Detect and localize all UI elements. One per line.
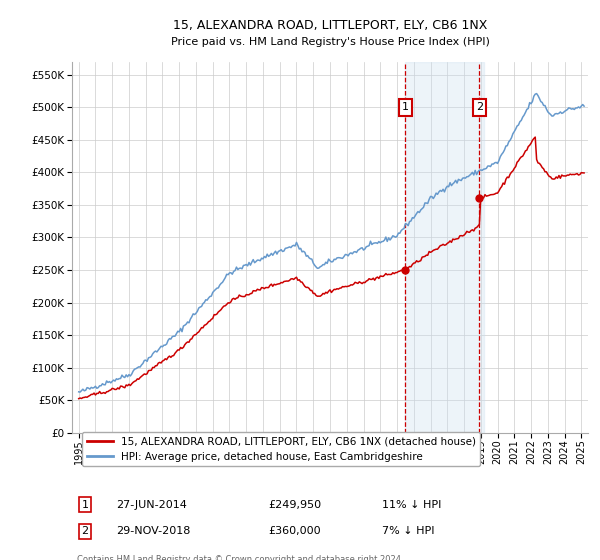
Text: £249,950: £249,950 [268, 500, 321, 510]
Text: 1: 1 [402, 102, 409, 112]
Text: 27-JUN-2014: 27-JUN-2014 [116, 500, 187, 510]
Text: 2: 2 [82, 526, 88, 536]
Text: Price paid vs. HM Land Registry's House Price Index (HPI): Price paid vs. HM Land Registry's House … [170, 37, 490, 47]
Text: 15, ALEXANDRA ROAD, LITTLEPORT, ELY, CB6 1NX: 15, ALEXANDRA ROAD, LITTLEPORT, ELY, CB6… [173, 18, 487, 32]
Text: 1: 1 [82, 500, 88, 510]
Text: 11% ↓ HPI: 11% ↓ HPI [382, 500, 441, 510]
Text: 2: 2 [476, 102, 483, 112]
Text: Contains HM Land Registry data © Crown copyright and database right 2024.: Contains HM Land Registry data © Crown c… [77, 554, 404, 560]
Text: 7% ↓ HPI: 7% ↓ HPI [382, 526, 434, 536]
Legend: 15, ALEXANDRA ROAD, LITTLEPORT, ELY, CB6 1NX (detached house), HPI: Average pric: 15, ALEXANDRA ROAD, LITTLEPORT, ELY, CB6… [82, 432, 480, 466]
Text: £360,000: £360,000 [268, 526, 321, 536]
Text: 29-NOV-2018: 29-NOV-2018 [116, 526, 190, 536]
Bar [406, 62, 484, 433]
